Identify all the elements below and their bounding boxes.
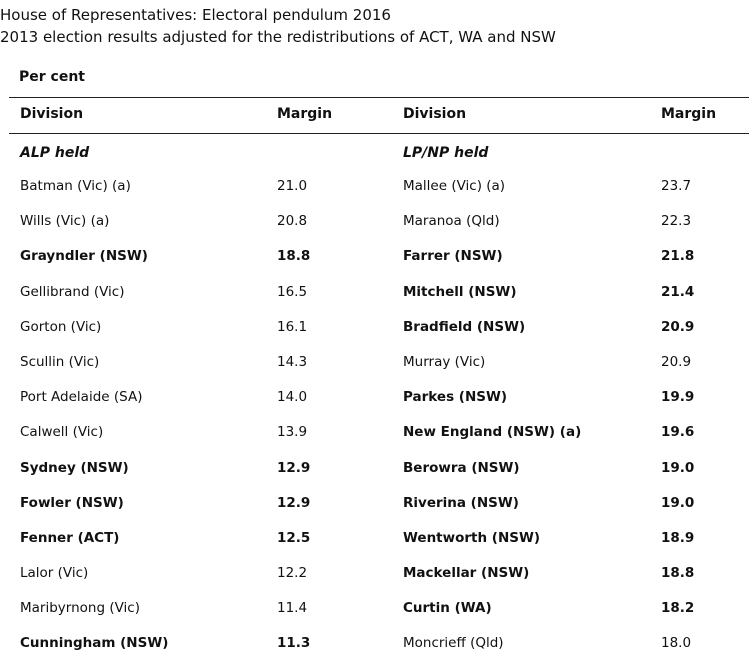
cell-division-right: Murray (Vic) [403, 353, 486, 370]
table-row: Scullin (Vic) 14.3 Murray (Vic) 20.9 [0, 345, 754, 380]
cell-division-left: Lalor (Vic) [20, 565, 89, 582]
cell-margin-left: 14.3 [277, 353, 308, 370]
cell-margin-left: 11.4 [277, 600, 308, 617]
cell-division-right: Wentworth (NSW) [403, 529, 541, 546]
cell-division-left: Sydney (NSW) [20, 459, 129, 476]
cell-margin-left: 18.8 [277, 248, 311, 265]
table-row: Fenner (ACT) 12.5 Wentworth (NSW) 18.9 [0, 521, 754, 556]
header-margin-left: Margin [277, 106, 333, 122]
table-row: Batman (Vic) (a) 21.0 Mallee (Vic) (a) 23.7 [0, 169, 754, 204]
table-row: Gellibrand (Vic) 16.5 Mitchell (NSW) 21.4 [0, 275, 754, 310]
cell-margin-right: 23.7 [661, 178, 692, 194]
cell-margin-right: 19.9 [661, 389, 695, 406]
pendulum-table-body: Batman (Vic) (a) 21.0 Mallee (Vic) (a) 23.7… [0, 169, 754, 662]
unit-label: Per cent [19, 69, 85, 85]
cell-margin-right: 19.0 [661, 494, 695, 511]
cell-margin-left: 11.3 [277, 635, 311, 652]
cell-division-left: Maribyrnong (Vic) [20, 600, 140, 617]
table-row: Maribyrnong (Vic) 11.4 Curtin (WA) 18.2 [0, 591, 754, 626]
cell-division-right: Mackellar (NSW) [403, 565, 530, 582]
cell-margin-left: 12.9 [277, 459, 311, 476]
cell-margin-right: 18.8 [661, 565, 695, 582]
cell-division-right: Bradfield (NSW) [403, 318, 526, 335]
cell-division-left: Wills (Vic) (a) [20, 213, 110, 230]
cell-division-right: Mallee (Vic) (a) [403, 178, 506, 194]
cell-margin-right: 19.6 [661, 424, 695, 441]
table-row: Calwell (Vic) 13.9 New England (NSW) (a) 19… [0, 415, 754, 450]
cell-division-left: Cunningham (NSW) [20, 635, 169, 652]
cell-margin-right: 18.0 [661, 635, 692, 652]
cell-margin-right: 21.8 [661, 248, 695, 265]
cell-division-left: Fowler (NSW) [20, 494, 124, 511]
cell-division-right: Mitchell (NSW) [403, 283, 517, 300]
cell-margin-right: 18.9 [661, 529, 695, 546]
page-title: House of Representatives: Electoral pend… [0, 4, 556, 48]
cell-division-right: Parkes (NSW) [403, 389, 508, 406]
table-row: Fowler (NSW) 12.9 Riverina (NSW) 19.0 [0, 486, 754, 521]
header-division-right: Division [403, 106, 467, 122]
cell-division-left: Port Adelaide (SA) [20, 389, 143, 406]
cell-division-right: Maranoa (Qld) [403, 213, 500, 230]
title-line-2: 2013 election results adjusted for the r… [0, 28, 556, 46]
table-row: Port Adelaide (SA) 14.0 Parkes (NSW) 19.9 [0, 380, 754, 415]
cell-margin-right: 18.2 [661, 600, 695, 617]
cell-margin-left: 12.9 [277, 494, 311, 511]
table-row: Sydney (NSW) 12.9 Berowra (NSW) 19.0 [0, 451, 754, 486]
cell-margin-left: 21.0 [277, 178, 308, 194]
table-top-rule [9, 97, 749, 98]
cell-margin-left: 20.8 [277, 213, 308, 230]
cell-margin-left: 16.5 [277, 283, 308, 300]
cell-division-right: Curtin (WA) [403, 600, 492, 617]
cell-division-left: Scullin (Vic) [20, 353, 100, 370]
table-row: Wills (Vic) (a) 20.8 Maranoa (Qld) 22.3 [0, 204, 754, 239]
table-header-rule [9, 133, 749, 134]
cell-margin-left: 12.5 [277, 529, 311, 546]
cell-margin-left: 13.9 [277, 424, 308, 441]
cell-margin-left: 14.0 [277, 389, 308, 406]
cell-division-left: Gellibrand (Vic) [20, 283, 125, 300]
cell-margin-right: 22.3 [661, 213, 692, 230]
table-row: Grayndler (NSW) 18.8 Farrer (NSW) 21.8 [0, 239, 754, 274]
cell-margin-right: 20.9 [661, 318, 695, 335]
cell-division-right: New England (NSW) (a) [403, 424, 582, 441]
header-margin-right: Margin [661, 106, 717, 122]
cell-division-right: Berowra (NSW) [403, 459, 520, 476]
cell-division-right: Moncrieff (Qld) [403, 635, 504, 652]
cell-margin-left: 12.2 [277, 565, 308, 582]
table-row: Gorton (Vic) 16.1 Bradfield (NSW) 20.9 [0, 310, 754, 345]
header-division-left: Division [20, 106, 84, 122]
cell-margin-right: 19.0 [661, 459, 695, 476]
cell-division-left: Grayndler (NSW) [20, 248, 148, 265]
title-line-1: House of Representatives: Electoral pend… [0, 6, 391, 24]
section-label-lpnp: LP/NP held [403, 145, 489, 161]
cell-margin-left: 16.1 [277, 318, 308, 335]
cell-division-right: Farrer (NSW) [403, 248, 503, 265]
cell-margin-right: 21.4 [661, 283, 695, 300]
cell-margin-right: 20.9 [661, 353, 692, 370]
cell-division-left: Batman (Vic) (a) [20, 178, 131, 194]
cell-division-left: Calwell (Vic) [20, 424, 104, 441]
section-label-alp: ALP held [20, 145, 90, 161]
cell-division-left: Fenner (ACT) [20, 529, 120, 546]
cell-division-left: Gorton (Vic) [20, 318, 102, 335]
table-row: Lalor (Vic) 12.2 Mackellar (NSW) 18.8 [0, 556, 754, 591]
cell-division-right: Riverina (NSW) [403, 494, 519, 511]
table-row: Cunningham (NSW) 11.3 Moncrieff (Qld) 18.0 [0, 626, 754, 661]
